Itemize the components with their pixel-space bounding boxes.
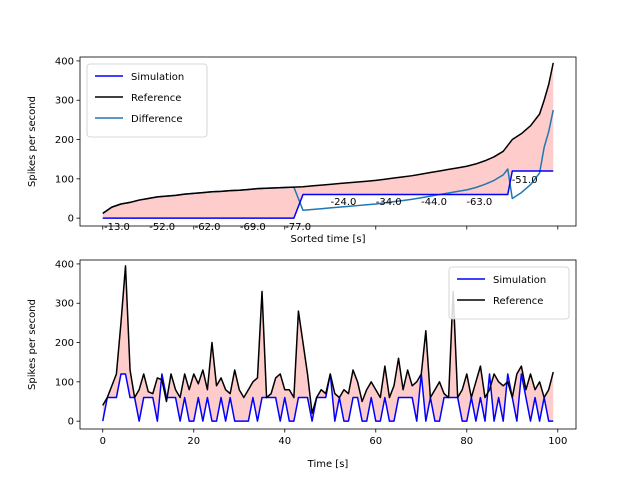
series-line-reference <box>102 62 554 215</box>
axes-frame <box>79 259 577 430</box>
annotation-label: -44.0 <box>421 197 447 208</box>
y-tick-label: 300 <box>55 96 74 107</box>
y-tick-label: 400 <box>55 56 74 67</box>
x-tick-label: 80 <box>460 436 473 447</box>
fill-between-area <box>102 265 554 422</box>
x-axis-label: Sorted time [s] <box>291 234 366 245</box>
y-tick-label: 0 <box>68 214 74 225</box>
annotation-label: -63.0 <box>466 197 492 208</box>
y-axis-label: Spikes per second <box>27 96 38 187</box>
legend-box <box>448 266 570 320</box>
y-tick-label: 400 <box>55 259 74 270</box>
annotation-label: -13.0 <box>104 222 130 233</box>
x-tick-label: 20 <box>187 436 200 447</box>
x-tick-label: 40 <box>278 436 291 447</box>
legend-entry-difference: Difference <box>131 114 183 125</box>
legend-entry-reference: Reference <box>131 93 181 104</box>
y-tick-label: 100 <box>55 174 74 185</box>
panel-bottom: 0 100 200 300 400 0 20 40 60 80 100 Time [s] Spikes … <box>27 259 577 470</box>
annotation-label: -51.0 <box>512 175 538 186</box>
y-axis-label: Spikes per second <box>27 299 38 390</box>
x-axis-label: Time [s] <box>307 459 349 470</box>
fill-between-area <box>102 62 554 219</box>
series-line-simulation <box>102 170 554 219</box>
y-tick-label: 300 <box>55 299 74 310</box>
legend-entry-simulation: Simulation <box>131 72 184 83</box>
annotation-label: -69.0 <box>240 222 266 233</box>
x-tick-label: 60 <box>369 436 382 447</box>
annotation-label: -52.0 <box>149 222 175 233</box>
x-tick-label: 100 <box>548 436 567 447</box>
legend-entry-simulation: Simulation <box>493 275 546 286</box>
panel-top: 0 100 200 300 400 Sorted time [s] Spikes per s… <box>27 56 577 245</box>
annotation-label: -34.0 <box>376 197 402 208</box>
annotation-label: -62.0 <box>195 222 221 233</box>
y-tick-label: 100 <box>55 377 74 388</box>
legend-entry-reference: Reference <box>493 296 543 307</box>
annotation-label: -77.0 <box>285 222 311 233</box>
x-tick-label: 0 <box>100 436 106 447</box>
legend: Simulation Reference <box>448 266 570 320</box>
annotation-label: -24.0 <box>331 197 357 208</box>
y-tick-label: 0 <box>68 417 74 428</box>
legend: Simulation Reference Difference <box>86 63 208 138</box>
axes-frame <box>79 56 577 227</box>
y-tick-label: 200 <box>55 135 74 146</box>
y-tick-label: 200 <box>55 338 74 349</box>
series-line-reference <box>102 265 554 415</box>
